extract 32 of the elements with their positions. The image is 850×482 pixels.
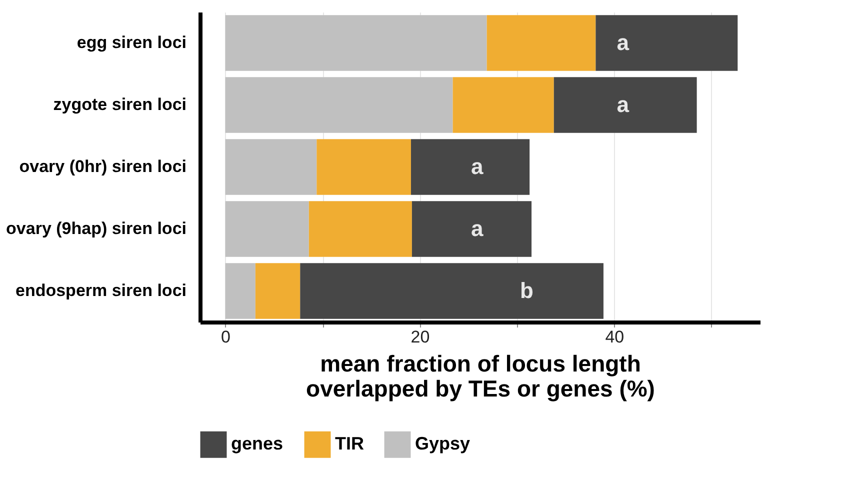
bar (300, 263, 604, 319)
x-axis-title: mean fraction of locus length overlapped by TEs or genes (%) (306, 350, 655, 402)
bar (225, 139, 317, 195)
bar (225, 263, 256, 319)
y-tick-label: zygote siren loci (53, 95, 186, 114)
bar (225, 15, 487, 71)
y-tick-label: ovary (0hr) siren loci (19, 157, 186, 176)
bar (596, 15, 738, 71)
x-tick-label: 20 (410, 328, 430, 346)
annotation: a (470, 216, 484, 241)
y-tick-label: endosperm siren loci (16, 281, 186, 300)
bar (486, 15, 596, 71)
legend-label: TIR (335, 434, 364, 454)
x-tick-label: 0 (221, 328, 231, 346)
bar (225, 77, 453, 133)
bar (255, 263, 300, 319)
annotation: a (616, 92, 630, 117)
bar (316, 139, 411, 195)
annotation: a (470, 154, 484, 179)
annotation: b (520, 278, 534, 303)
bar (308, 201, 412, 257)
y-tick-label: ovary (9hap) siren loci (6, 219, 186, 238)
bar (452, 77, 554, 133)
legend-label: genes (231, 434, 284, 454)
y-tick-label: egg siren loci (76, 33, 186, 52)
bar (412, 201, 532, 257)
bar (554, 77, 697, 133)
annotation: a (616, 30, 630, 55)
x-tick-label: 40 (605, 328, 624, 346)
bar (225, 201, 309, 257)
bar (410, 139, 530, 195)
legend-label: Gypsy (415, 434, 470, 454)
